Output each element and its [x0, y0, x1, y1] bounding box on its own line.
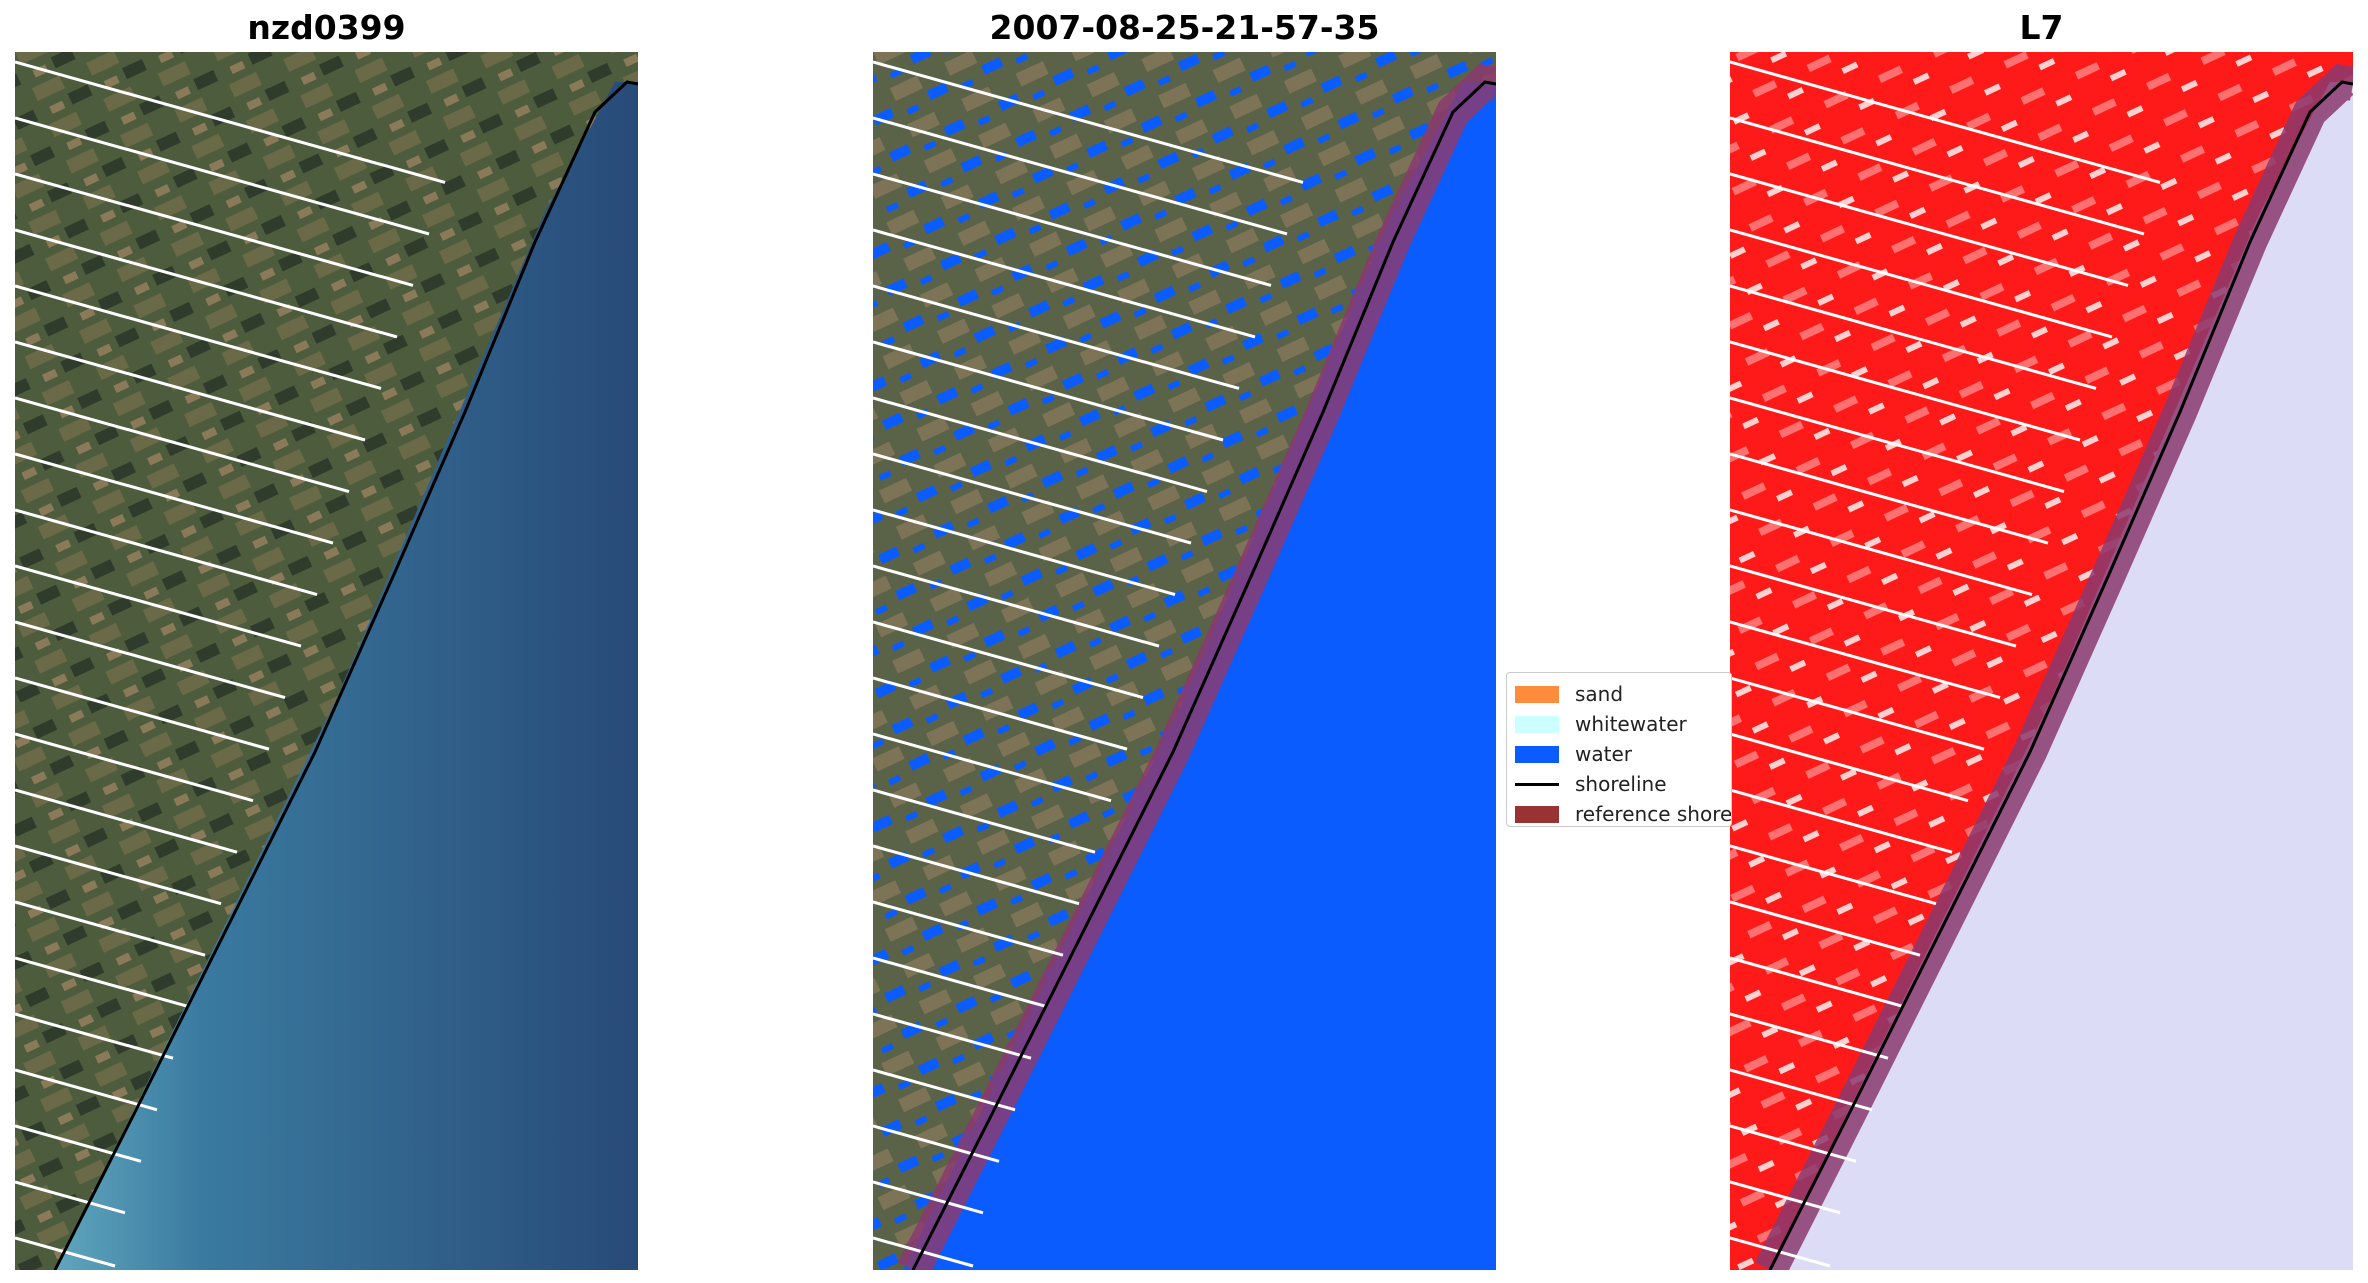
transect-line — [15, 60, 446, 184]
transect-line — [873, 564, 1160, 648]
detected-shoreline — [53, 80, 638, 1270]
detected-shoreline — [911, 80, 1496, 1270]
transect-line — [873, 676, 1128, 751]
transects — [873, 60, 1304, 1268]
transect-line — [873, 60, 1304, 184]
transect-line — [15, 732, 254, 803]
legend-item-shoreline: shoreline — [1515, 769, 1667, 799]
legend-item-whitewater: whitewater — [1515, 709, 1687, 739]
panel-title-rgb: nzd0399 — [247, 8, 406, 47]
shoreline-line-swatch — [1515, 782, 1559, 786]
water-swatch — [1515, 745, 1559, 763]
transect-line — [15, 844, 222, 906]
transect-line — [1730, 1180, 1841, 1215]
transect-line — [873, 116, 1288, 236]
transect-line — [873, 1124, 1000, 1163]
transect-line — [1730, 340, 2081, 442]
transect-line — [15, 900, 206, 957]
reference-shoreline-swatch — [1515, 805, 1559, 823]
transect-line — [1730, 60, 2161, 184]
transect-line — [1730, 228, 2113, 339]
transect-line — [873, 788, 1096, 854]
transect-line — [1730, 844, 1937, 906]
transect-line — [1730, 1012, 1889, 1060]
legend-label: sand — [1575, 682, 1624, 706]
sea-area — [55, 82, 638, 1270]
transect-line — [1730, 956, 1905, 1009]
whitewater-swatch — [1515, 715, 1559, 733]
transect-line — [873, 900, 1064, 957]
detected-shoreline — [1768, 80, 2353, 1270]
legend-label: shoreline — [1575, 772, 1667, 796]
transect-line — [1730, 900, 1921, 957]
transect-line — [1730, 284, 2097, 390]
legend-item-sand: sand — [1515, 679, 1623, 709]
legend-label: whitewater — [1575, 712, 1687, 736]
transect-line — [1730, 732, 1969, 803]
legend-item-reference-shoreline: reference shoreline — [1515, 799, 1732, 826]
transect-line — [15, 396, 350, 493]
transect-line — [873, 620, 1144, 700]
transects — [1730, 60, 2161, 1268]
legend-label: water — [1575, 742, 1632, 766]
legend: sand whitewater water shoreline referenc… — [1506, 672, 1732, 827]
transect-line — [873, 956, 1048, 1009]
transect-line — [873, 1012, 1032, 1060]
transect-line — [15, 172, 414, 287]
transect-line — [15, 1180, 126, 1215]
transect-line — [873, 228, 1256, 339]
transect-line — [873, 396, 1208, 493]
rgb-satellite-panel — [15, 52, 638, 1270]
transect-line — [15, 620, 286, 700]
legend-label: reference shoreline — [1575, 802, 1732, 826]
index-image — [1730, 52, 2353, 1270]
panel-title-classified: 2007-08-25-21-57-35 — [989, 8, 1380, 47]
transect-line — [873, 284, 1240, 390]
transect-line — [15, 452, 334, 545]
sand-swatch — [1515, 685, 1559, 703]
transect-line — [873, 732, 1112, 803]
transect-line — [873, 1180, 984, 1215]
panel-title-index: L7 — [2019, 8, 2064, 47]
transect-line — [15, 1012, 174, 1060]
transect-line — [15, 1068, 158, 1112]
transect-line — [873, 508, 1176, 597]
legend-item-water: water — [1515, 739, 1632, 769]
transect-line — [873, 452, 1192, 545]
transect-line — [15, 340, 366, 442]
transect-line — [1730, 788, 1953, 854]
transect-line — [15, 788, 238, 854]
transect-line — [15, 228, 398, 339]
transect-line — [1730, 1068, 1873, 1112]
transect-line — [15, 676, 270, 751]
transect-line — [15, 508, 318, 597]
transect-line — [1730, 564, 2017, 648]
transect-line — [873, 1068, 1016, 1112]
transect-line — [873, 844, 1080, 906]
transect-line — [1730, 676, 1985, 751]
transect-line — [1730, 620, 2001, 700]
transect-line — [1730, 172, 2129, 287]
transect-line — [15, 956, 190, 1009]
transect-line — [15, 1124, 142, 1163]
classified-panel — [873, 52, 1496, 1270]
transect-line — [15, 284, 382, 390]
rgb-satellite-image — [15, 52, 638, 1270]
classified-image — [873, 52, 1496, 1270]
transect-line — [1730, 116, 2145, 236]
transect-line — [1730, 396, 2065, 493]
transect-line — [1730, 452, 2049, 545]
transect-line — [1730, 1124, 1857, 1163]
transects — [15, 60, 446, 1268]
transect-line — [873, 172, 1272, 287]
index-panel — [1730, 52, 2353, 1270]
transect-line — [15, 564, 302, 648]
transect-line — [1730, 508, 2033, 597]
transect-line — [15, 116, 430, 236]
transect-line — [873, 340, 1224, 442]
